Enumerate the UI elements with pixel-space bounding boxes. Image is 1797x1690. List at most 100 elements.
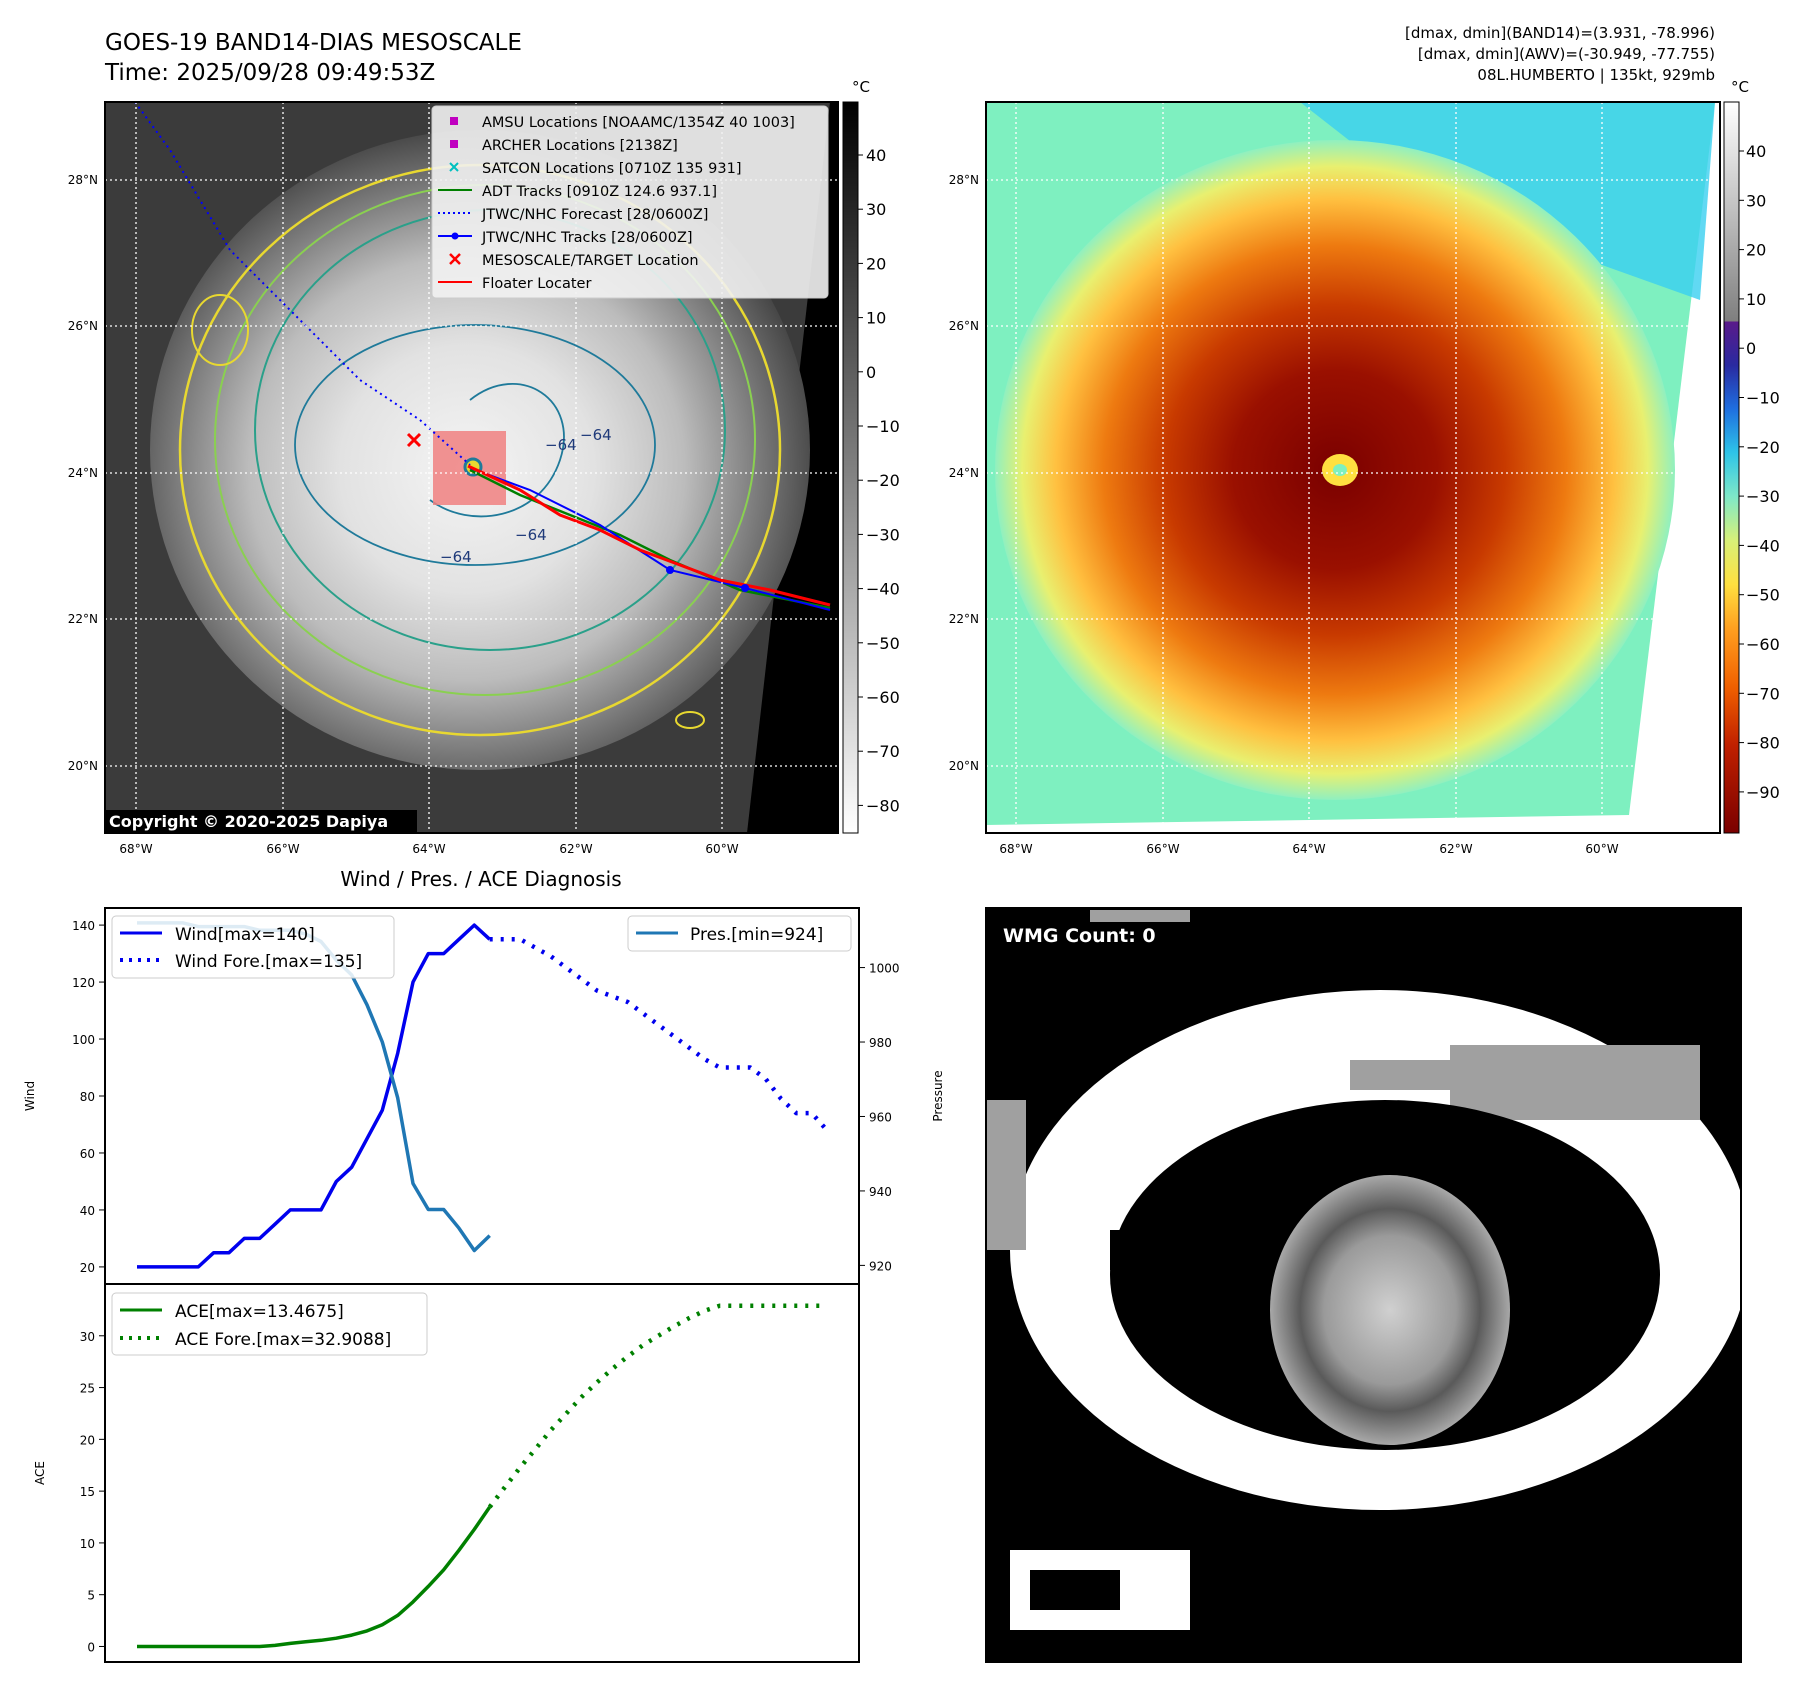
ace-fore-legend-label: ACE Fore.[max=32.9088] <box>175 1330 391 1350</box>
gray-colorbar-tick-label: 30 <box>866 200 886 219</box>
ace-tick-label: 10 <box>80 1537 95 1551</box>
contour-label: −64 <box>440 548 472 566</box>
figure-title: GOES-19 BAND14-DIAS MESOSCALE <box>105 30 522 56</box>
wmg-count-label: WMG Count: 0 <box>1003 925 1156 947</box>
pressure-legend-label: Pres.[min=924] <box>690 925 823 945</box>
diagnosis-title: Wind / Pres. / ACE Diagnosis <box>340 867 621 891</box>
gray-colorbar-tick-label: −20 <box>866 471 900 490</box>
ace-tick-label: 0 <box>87 1640 95 1654</box>
jtwc-track-point <box>741 584 749 592</box>
lat-label: 22°N <box>949 612 979 626</box>
legend-satcon: SATCON Locations [0710Z 135 931] <box>482 161 741 177</box>
legend-box <box>431 105 829 299</box>
ace-tick-label: 15 <box>80 1485 95 1499</box>
ir-contour-blue <box>294 324 656 566</box>
ir-contour-band <box>191 294 249 366</box>
ace-tick-label: 25 <box>80 1382 95 1396</box>
color-colorbar-tick-label: 20 <box>1746 241 1766 260</box>
gray-colorbar-tick-label: −80 <box>866 796 900 815</box>
wmg-top-gray <box>1090 910 1190 922</box>
lat-label: 26°N <box>68 319 98 333</box>
color-map-frame <box>985 101 1721 834</box>
pressure-legend: Pres.[min=924] <box>627 915 852 952</box>
diagnosis-panel: Wind / Pres. / ACE Diagnosis 20406080100… <box>23 867 945 1663</box>
color-map-grid <box>986 102 1720 833</box>
floater-track <box>467 464 831 607</box>
wind-tick-label: 40 <box>80 1204 95 1218</box>
gray-colorbar-tick-label: −70 <box>866 742 900 761</box>
color-colorbar-tick-label: −70 <box>1746 684 1780 703</box>
color-colorbar-tick-label: −60 <box>1746 635 1780 654</box>
ace-tick-label: 5 <box>87 1589 95 1603</box>
lon-label: 60°W <box>705 842 738 856</box>
ace-forecast-line <box>487 1303 827 1509</box>
color-colorbar-tick-label: −50 <box>1746 586 1780 605</box>
gray-colorbar-tick-label: 10 <box>866 309 886 328</box>
lat-label: 20°N <box>68 759 98 773</box>
color-colorbar-tick-label: 10 <box>1746 290 1766 309</box>
gray-colorbar-tick-label: 20 <box>866 254 886 273</box>
lon-label: 60°W <box>1585 842 1618 856</box>
color-colorbar-unit: °C <box>1731 78 1749 96</box>
ace-plot: 0 5 10 15 20 25 30 <box>80 1303 827 1654</box>
wmg-frame <box>985 907 1742 1663</box>
target-legend-marker <box>449 253 461 265</box>
ace-tick-label: 20 <box>80 1433 95 1447</box>
ir-contour-spiral <box>429 383 565 518</box>
track-legend: AMSU Locations [NOAAMC/1354Z 40 1003] AR… <box>431 105 829 299</box>
lon-label: 64°W <box>412 842 445 856</box>
gray-colorbar-tick-label: −40 <box>866 580 900 599</box>
gray-colorbar-tick-label: −10 <box>866 417 900 436</box>
lat-label: 24°N <box>68 466 98 480</box>
color-colorbar-tick-label: 30 <box>1746 191 1766 210</box>
wind-line <box>137 923 491 1269</box>
info-storm-intensity: 08L.HUMBERTO | 135kt, 929mb <box>1477 66 1715 84</box>
wind-tick-label: 60 <box>80 1147 95 1161</box>
lon-label: 68°W <box>119 842 152 856</box>
gray-colorbar-tick-label: −60 <box>866 688 900 707</box>
gray-colorbar-tick-label: 40 <box>866 146 886 165</box>
pressure-tick-label: 980 <box>869 1036 892 1050</box>
pressure-axis-label: Pressure <box>931 1070 945 1121</box>
ir-grayscale-map: −64 −64 −64 −64 <box>68 78 900 856</box>
lat-label: 28°N <box>949 173 979 187</box>
pressure-legend-box <box>627 915 852 952</box>
wind-tick-label: 140 <box>72 919 95 933</box>
ir-contour-cell <box>675 711 705 729</box>
legend-amsu: AMSU Locations [NOAAMC/1354Z 40 1003] <box>482 115 795 131</box>
color-colorbar-tick-label: 40 <box>1746 142 1766 161</box>
ace-line <box>137 1506 492 1649</box>
wmg-panel: WMG Count: 0 <box>985 907 1742 1663</box>
gray-colorbar-tick-label: 0 <box>866 363 876 382</box>
lat-label: 28°N <box>68 173 98 187</box>
color-colorbar-tick-label: −90 <box>1746 783 1780 802</box>
ace-axis-label: ACE <box>33 1461 47 1485</box>
gray-colorbar-tick-label: −30 <box>866 525 900 544</box>
contour-label: −64 <box>515 526 547 544</box>
legend-adt: ADT Tracks [0910Z 124.6 937.1] <box>482 184 717 200</box>
figure-time: Time: 2025/09/28 09:49:53Z <box>104 60 435 86</box>
color-colorbar-tick-label: −80 <box>1746 734 1780 753</box>
pressure-tick-label: 940 <box>869 1185 892 1199</box>
legend-forecast: JTWC/NHC Forecast [28/0600Z] <box>481 207 708 223</box>
wind-fore-legend-label: Wind Fore.[max=135] <box>175 952 362 972</box>
color-eye <box>1333 464 1347 476</box>
pressure-tick-label: 1000 <box>869 962 900 976</box>
ace-legend: ACE[max=13.4675] ACE Fore.[max=32.9088] <box>111 1292 428 1356</box>
lon-label: 62°W <box>1439 842 1472 856</box>
wmg-core <box>1270 1175 1510 1445</box>
wmg-gray-edge <box>986 1100 1026 1250</box>
legend-floater: Floater Locater <box>482 276 591 292</box>
wind-legend: Wind[max=140] Wind Fore.[max=135] <box>111 915 395 979</box>
contour-label: −64 <box>580 426 612 444</box>
wind-tick-label: 80 <box>80 1090 95 1104</box>
legend-target: MESOSCALE/TARGET Location <box>482 253 699 269</box>
wmg-black-gap <box>1110 1230 1180 1270</box>
ace-legend-box <box>111 1292 428 1356</box>
pressure-tick-label: 960 <box>869 1110 892 1124</box>
wind-tick-label: 20 <box>80 1261 95 1275</box>
info-awv-range: [dmax, dmin](AWV)=(-30.949, -77.755) <box>1418 45 1715 63</box>
lon-label: 62°W <box>559 842 592 856</box>
wmg-gray-band <box>1450 1045 1700 1120</box>
lon-label: 66°W <box>1146 842 1179 856</box>
